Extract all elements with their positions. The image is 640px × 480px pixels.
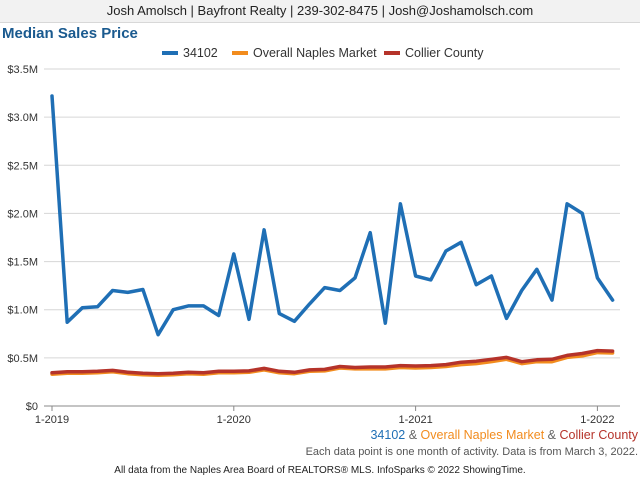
footer-credit: All data from the Naples Area Board of R… [114,465,526,476]
y-tick-label: $1.0M [7,305,38,317]
series-lines [50,94,615,377]
caption-amp: & [544,428,560,442]
series-line-34102 [50,94,615,337]
legend-label: Collier County [405,46,484,60]
caption-amp: & [405,428,421,442]
x-tick-label: 1-2019 [35,414,69,425]
caption-series-naples: Overall Naples Market [420,428,545,442]
series-line-collier-county [50,348,615,376]
legend-label: Overall Naples Market [253,46,377,60]
contact-header: Josh Amolsch | Bayfront Realty | 239-302… [0,0,640,23]
caption-series-34102: 34102 [370,428,406,442]
y-tick-label: $3.5M [7,64,38,76]
caption-series-collier: Collier County [559,428,638,442]
y-tick-label: $2.5M [7,160,38,172]
y-tick-label: $0 [26,401,38,413]
legend: 34102 Overall Naples Market Collier County [162,46,484,60]
y-tick-label: $1.5M [7,257,38,269]
x-axis-ticks: 1-2019 1-2020 1-2021 1-2022 [35,406,615,425]
gridlines [44,68,620,407]
series-caption: 34102 & Overall Naples Market & Collier … [370,428,638,442]
x-tick-label: 1-2021 [398,414,432,425]
chart-title: Median Sales Price [2,25,138,42]
y-tick-label: $3.0M [7,112,38,124]
y-axis-ticks: $0 $0.5M $1.0M $1.5M $2.0M $2.5M $3.0M $3.5M [7,64,38,413]
legend-label: 34102 [183,46,218,60]
line-chart: 34102 Overall Naples Market Collier County… [7,46,620,425]
y-tick-label: $0.5M [7,353,38,365]
data-note: Each data point is one month of activity… [305,446,638,458]
x-tick-label: 1-2022 [580,414,614,425]
y-tick-label: $2.0M [7,208,38,220]
x-tick-label: 1-2020 [217,414,251,425]
